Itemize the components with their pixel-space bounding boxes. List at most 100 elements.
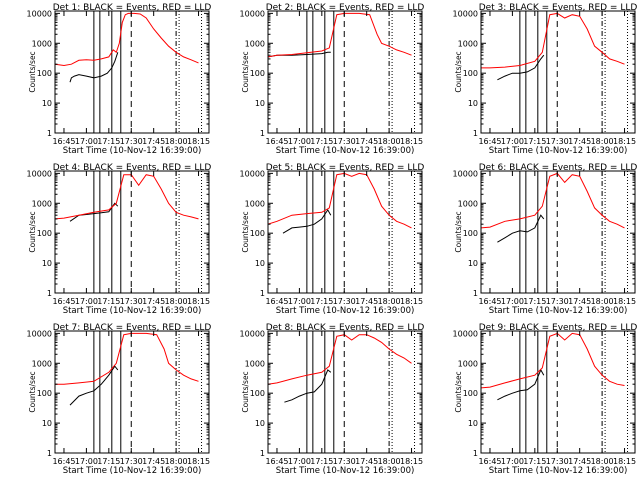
plot-frame <box>54 330 210 454</box>
x-tick-label: 17:15 <box>97 457 120 466</box>
x-tick-label: 17:15 <box>523 457 546 466</box>
y-tick-label: 1000 <box>458 199 478 208</box>
plot-frame <box>54 10 210 134</box>
y-tick-label: 10 <box>468 259 478 268</box>
y-tick-label: 1 <box>260 129 265 138</box>
series-line-lld <box>55 12 199 67</box>
y-tick-label: 1 <box>47 449 52 458</box>
detector-panel-7: Det 7: BLACK = Events, RED = LLD 1 10 100 10… <box>27 323 212 476</box>
x-tick-label: 17:15 <box>97 137 120 146</box>
y-axis-title: Counts/sec <box>454 51 463 92</box>
x-tick-label: 17:00 <box>501 137 524 146</box>
x-tick-label: 17:00 <box>288 137 311 146</box>
detector-panel-4: Det 4: BLACK = Events, RED = LLD 1 10 100 10… <box>27 163 212 316</box>
series-line-lld <box>268 12 412 58</box>
series-line-lld <box>55 332 199 385</box>
x-tick-label: 16:45 <box>52 297 75 306</box>
y-axis-title: Counts/sec <box>241 51 250 92</box>
x-tick-label: 18:00 <box>165 457 188 466</box>
x-tick-label: 17:30 <box>333 137 356 146</box>
series-line-events <box>497 214 545 243</box>
plot-area <box>481 331 629 453</box>
series-line-events <box>268 51 331 58</box>
x-tick-label: 17:30 <box>120 457 143 466</box>
y-axis-title: Counts/sec <box>454 371 463 412</box>
detector-panel-2: Det 2: BLACK = Events, RED = LLD 1 10 100 10… <box>240 3 425 156</box>
x-tick-label: 17:30 <box>333 457 356 466</box>
y-tick-label: 100 <box>37 229 52 238</box>
y-tick-label: 1 <box>47 129 52 138</box>
y-tick-label: 10000 <box>453 329 478 338</box>
y-tick-label: 1000 <box>458 359 478 368</box>
panel-title: Det 5: BLACK = Events, RED = LLD <box>266 163 425 173</box>
y-axis-title: Counts/sec <box>28 371 37 412</box>
x-tick-label: 18:15 <box>613 457 636 466</box>
x-tick-label: 18:15 <box>187 137 210 146</box>
x-tick-label: 17:45 <box>568 457 591 466</box>
x-tick-label: 18:00 <box>165 137 188 146</box>
x-tick-label: 17:30 <box>120 137 143 146</box>
plot-area <box>481 171 629 293</box>
y-tick-label: 1000 <box>245 199 265 208</box>
detector-panel-3: Det 3: BLACK = Events, RED = LLD 1 10 100 10… <box>453 3 638 156</box>
x-tick-label: 18:00 <box>165 297 188 306</box>
x-tick-label: 18:15 <box>613 137 636 146</box>
panel-title: Det 9: BLACK = Events, RED = LLD <box>479 323 638 333</box>
x-tick-label: 17:00 <box>288 457 311 466</box>
x-tick-label: 18:00 <box>591 457 614 466</box>
detector-panel-1: Det 1: BLACK = Events, RED = LLD 1 10 100 10… <box>27 3 212 156</box>
x-axis-title: Start Time (10-Nov-12 16:39:00) <box>489 146 628 156</box>
series-line-events <box>284 369 332 403</box>
plot-area <box>268 331 416 453</box>
x-tick-label: 18:00 <box>591 297 614 306</box>
y-tick-label: 10000 <box>240 169 265 178</box>
x-axis-title: Start Time (10-Nov-12 16:39:00) <box>63 466 202 476</box>
y-tick-label: 1 <box>473 449 478 458</box>
x-tick-label: 16:45 <box>265 457 288 466</box>
y-tick-label: 100 <box>250 389 265 398</box>
x-tick-label: 17:45 <box>568 297 591 306</box>
x-tick-label: 17:30 <box>546 137 569 146</box>
x-tick-label: 18:00 <box>591 137 614 146</box>
x-tick-label: 18:15 <box>400 457 423 466</box>
plot-area <box>268 11 416 133</box>
y-axis-title: Counts/sec <box>241 371 250 412</box>
x-tick-label: 17:45 <box>355 297 378 306</box>
x-tick-label: 17:00 <box>288 297 311 306</box>
x-tick-label: 18:15 <box>187 457 210 466</box>
y-tick-label: 100 <box>37 69 52 78</box>
x-tick-label: 17:30 <box>333 297 356 306</box>
plot-frame <box>480 10 636 134</box>
series-line-events <box>69 365 119 406</box>
panel-title: Det 2: BLACK = Events, RED = LLD <box>266 3 425 13</box>
x-tick-label: 18:15 <box>613 297 636 306</box>
x-tick-label: 17:45 <box>355 137 378 146</box>
y-tick-label: 100 <box>250 229 265 238</box>
x-tick-label: 18:15 <box>400 297 423 306</box>
y-tick-label: 1000 <box>32 359 52 368</box>
x-tick-label: 17:30 <box>546 297 569 306</box>
x-tick-label: 16:45 <box>478 457 501 466</box>
series-line-events <box>497 54 545 81</box>
x-axis-title: Start Time (10-Nov-12 16:39:00) <box>276 466 415 476</box>
x-axis-title: Start Time (10-Nov-12 16:39:00) <box>276 146 415 156</box>
x-tick-label: 17:00 <box>75 457 98 466</box>
x-tick-label: 18:00 <box>378 457 401 466</box>
plot-frame <box>267 10 423 134</box>
plot-frame <box>480 170 636 294</box>
panel-title: Det 6: BLACK = Events, RED = LLD <box>479 163 638 173</box>
plot-area <box>55 11 203 133</box>
y-tick-label: 10 <box>42 99 52 108</box>
y-tick-label: 10 <box>42 259 52 268</box>
y-tick-label: 1000 <box>245 39 265 48</box>
x-tick-label: 17:45 <box>355 457 378 466</box>
y-tick-label: 10 <box>42 419 52 428</box>
y-axis-title: Counts/sec <box>241 211 250 252</box>
x-tick-label: 17:45 <box>568 137 591 146</box>
y-tick-label: 10000 <box>453 9 478 18</box>
y-tick-label: 1 <box>260 449 265 458</box>
plot-area <box>55 171 203 293</box>
series-line-lld <box>481 12 625 69</box>
plot-frame <box>267 330 423 454</box>
x-tick-label: 17:15 <box>310 297 333 306</box>
